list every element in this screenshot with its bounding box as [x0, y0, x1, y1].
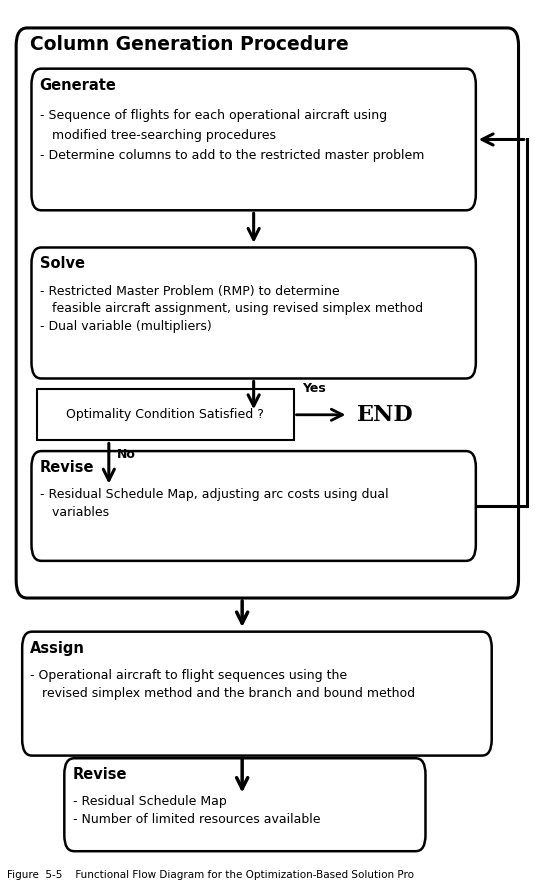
Text: Solve: Solve: [40, 257, 85, 272]
Text: Assign: Assign: [30, 640, 85, 655]
Text: - Residual Schedule Map, adjusting arc costs using dual: - Residual Schedule Map, adjusting arc c…: [40, 488, 388, 501]
Text: - Operational aircraft to flight sequences using the: - Operational aircraft to flight sequenc…: [30, 669, 348, 682]
Text: variables: variables: [40, 506, 109, 519]
FancyBboxPatch shape: [22, 631, 492, 756]
Text: - Number of limited resources available: - Number of limited resources available: [73, 813, 320, 826]
Text: revised simplex method and the branch and bound method: revised simplex method and the branch an…: [30, 686, 415, 700]
Text: - Sequence of flights for each operational aircraft using: - Sequence of flights for each operation…: [40, 108, 387, 122]
Text: - Residual Schedule Map: - Residual Schedule Map: [73, 796, 226, 808]
Text: feasible aircraft assignment, using revised simplex method: feasible aircraft assignment, using revi…: [40, 303, 423, 315]
Text: Optimality Condition Satisfied ?: Optimality Condition Satisfied ?: [67, 408, 264, 421]
Text: No: No: [117, 448, 136, 461]
Text: Yes: Yes: [302, 383, 326, 395]
Text: - Dual variable (multipliers): - Dual variable (multipliers): [40, 320, 211, 333]
FancyBboxPatch shape: [31, 451, 476, 561]
FancyBboxPatch shape: [31, 68, 476, 210]
Text: Revise: Revise: [73, 767, 127, 782]
Text: END: END: [356, 404, 413, 425]
Text: - Determine columns to add to the restricted master problem: - Determine columns to add to the restri…: [40, 149, 424, 163]
Text: Column Generation Procedure: Column Generation Procedure: [30, 35, 349, 54]
FancyBboxPatch shape: [37, 389, 294, 440]
Text: Revise: Revise: [40, 460, 94, 475]
FancyBboxPatch shape: [64, 758, 426, 852]
Text: Figure  5-5    Functional Flow Diagram for the Optimization-Based Solution Pro: Figure 5-5 Functional Flow Diagram for t…: [7, 869, 414, 879]
Text: Generate: Generate: [40, 77, 117, 92]
FancyBboxPatch shape: [31, 248, 476, 378]
FancyBboxPatch shape: [16, 28, 519, 598]
Text: - Restricted Master Problem (RMP) to determine: - Restricted Master Problem (RMP) to det…: [40, 285, 339, 297]
Text: modified tree-searching procedures: modified tree-searching procedures: [40, 129, 276, 142]
